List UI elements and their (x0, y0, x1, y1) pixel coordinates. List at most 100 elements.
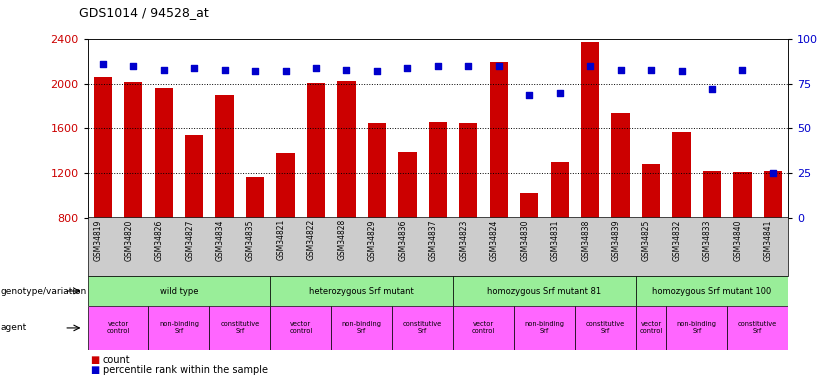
Text: constitutive
Srf: constitutive Srf (585, 321, 625, 334)
Bar (642, 164, 661, 218)
Text: GSM34828: GSM34828 (338, 219, 346, 261)
Point (523, 92, 536, 98)
Bar (185, 135, 203, 218)
Point (127, 63, 140, 69)
Text: non-binding
Srf: non-binding Srf (159, 321, 199, 334)
Text: GSM34827: GSM34827 (185, 219, 194, 261)
Text: ■: ■ (90, 365, 99, 375)
Point (188, 65, 201, 71)
Point (370, 68, 384, 74)
Point (249, 68, 262, 74)
Bar (490, 62, 508, 217)
Text: heterozygous Srf mutant: heterozygous Srf mutant (309, 286, 414, 296)
Bar (93, 77, 112, 218)
Text: homozygous Srf mutant 81: homozygous Srf mutant 81 (487, 286, 601, 296)
Bar (666, 306, 727, 350)
Bar (514, 306, 575, 350)
Bar (636, 306, 666, 350)
Text: GSM34834: GSM34834 (216, 219, 224, 261)
Text: constitutive
Srf: constitutive Srf (403, 321, 442, 334)
Bar (246, 177, 264, 218)
Text: vector
control: vector control (107, 321, 129, 334)
Point (309, 65, 323, 71)
Text: GSM34824: GSM34824 (490, 219, 499, 261)
Text: GDS1014 / 94528_at: GDS1014 / 94528_at (79, 6, 209, 19)
Text: vector
control: vector control (289, 321, 313, 334)
Text: non-binding
Srf: non-binding Srf (342, 321, 382, 334)
Text: non-binding
Srf: non-binding Srf (525, 321, 565, 334)
Point (279, 68, 292, 74)
Bar (727, 306, 788, 350)
Text: GSM34819: GSM34819 (93, 219, 103, 261)
Text: GSM34831: GSM34831 (550, 219, 560, 261)
Point (766, 170, 780, 176)
Bar (270, 306, 331, 350)
Bar (307, 83, 325, 218)
Point (675, 68, 688, 74)
Point (584, 63, 597, 69)
Bar (520, 193, 539, 217)
Bar (453, 306, 514, 350)
Bar (550, 162, 569, 218)
Text: GSM34833: GSM34833 (703, 219, 712, 261)
Bar (209, 306, 270, 350)
Bar (703, 171, 721, 217)
Point (462, 63, 475, 69)
Bar (392, 306, 453, 350)
Bar (88, 306, 148, 350)
Text: homozygous Srf mutant 100: homozygous Srf mutant 100 (652, 286, 771, 296)
Point (400, 65, 414, 71)
Text: GSM34830: GSM34830 (520, 219, 530, 261)
Text: vector
control: vector control (640, 321, 663, 334)
Point (614, 67, 627, 73)
Point (96, 61, 109, 68)
Text: GSM34821: GSM34821 (277, 219, 285, 261)
Text: genotype/variation: genotype/variation (1, 286, 87, 296)
Point (736, 67, 749, 73)
Bar (148, 306, 209, 350)
Text: GSM34826: GSM34826 (155, 219, 163, 261)
Text: vector
control: vector control (472, 321, 495, 334)
Point (431, 63, 445, 69)
Bar (270, 276, 453, 306)
Bar (611, 113, 630, 218)
Text: GSM34838: GSM34838 (581, 219, 590, 261)
Bar (331, 306, 392, 350)
Point (706, 86, 719, 92)
Point (492, 63, 505, 69)
Text: GSM34825: GSM34825 (642, 219, 651, 261)
Bar (368, 123, 386, 218)
Bar (88, 276, 270, 306)
Text: GSM34832: GSM34832 (672, 219, 681, 261)
Text: GSM34839: GSM34839 (611, 219, 620, 261)
Text: percentile rank within the sample: percentile rank within the sample (103, 365, 268, 375)
Text: count: count (103, 355, 130, 365)
Bar (636, 276, 788, 306)
Bar (453, 276, 636, 306)
Text: constitutive
Srf: constitutive Srf (220, 321, 259, 334)
Text: GSM34820: GSM34820 (124, 219, 133, 261)
Text: GSM34822: GSM34822 (307, 219, 316, 261)
Bar (154, 88, 173, 218)
Text: wild type: wild type (159, 286, 198, 296)
Bar (733, 172, 751, 217)
Bar (215, 95, 234, 218)
Text: GSM34840: GSM34840 (733, 219, 742, 261)
Text: GSM34836: GSM34836 (399, 219, 407, 261)
Bar (575, 306, 636, 350)
Bar (581, 42, 600, 218)
Text: GSM34841: GSM34841 (764, 219, 773, 261)
Point (157, 67, 170, 73)
Point (218, 67, 231, 73)
Bar (399, 152, 416, 217)
Point (553, 90, 566, 96)
Text: non-binding
Srf: non-binding Srf (676, 321, 716, 334)
Text: GSM34837: GSM34837 (429, 219, 438, 261)
Text: constitutive
Srf: constitutive Srf (738, 321, 777, 334)
Bar (764, 171, 782, 217)
Point (645, 67, 658, 73)
Bar (672, 132, 691, 218)
Text: GSM34829: GSM34829 (368, 219, 377, 261)
Bar (429, 122, 447, 218)
Text: GSM34823: GSM34823 (460, 219, 469, 261)
